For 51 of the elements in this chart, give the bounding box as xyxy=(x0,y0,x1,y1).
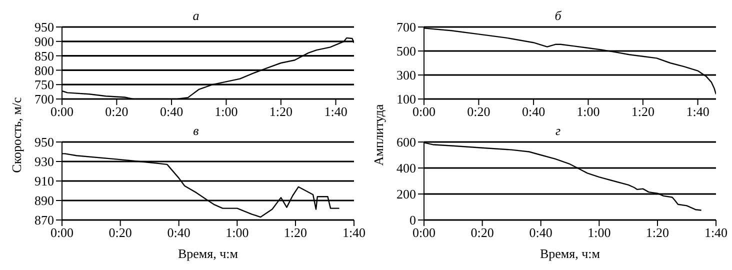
x-tick-label: 1:20 xyxy=(269,104,292,120)
x-tick-label: 1:40 xyxy=(324,104,348,120)
y-tick-label: 300 xyxy=(396,68,416,83)
x-axis-title: Время, ч:м xyxy=(178,246,238,261)
y-tick-label: 950 xyxy=(34,134,54,150)
x-tick-label: 1:20 xyxy=(646,225,670,240)
x-tick-label: 1:00 xyxy=(226,225,249,240)
y-tick-label: 700 xyxy=(396,20,416,35)
x-tick-label: 0:20 xyxy=(470,225,494,240)
y-tick-label: 850 xyxy=(34,48,54,64)
x-tick-label: 0:00 xyxy=(412,104,436,120)
chart-title: а xyxy=(192,8,200,23)
x-tick-label: 0:40 xyxy=(160,104,184,120)
x-tick-label: 0:00 xyxy=(50,104,74,120)
y-tick-label: 910 xyxy=(34,174,54,189)
x-tick-label: 1:20 xyxy=(284,225,308,240)
x-tick-label: 0:20 xyxy=(105,104,128,120)
x-tick-label: 1:20 xyxy=(631,104,654,120)
y-tick-label: 100 xyxy=(396,92,416,107)
y-axis-title: Скорость, м/с xyxy=(9,97,25,173)
y-tick-label: 400 xyxy=(396,160,416,176)
y-tick-label: 200 xyxy=(396,186,416,202)
y-tick-label: 900 xyxy=(34,34,54,50)
y-tick-label: 930 xyxy=(34,154,54,170)
chart-title: г xyxy=(555,123,561,138)
x-tick-label: 0:40 xyxy=(529,225,552,240)
x-tick-label: 0:40 xyxy=(167,225,190,240)
x-tick-label: 1:40 xyxy=(704,225,728,240)
x-tick-label: 1:00 xyxy=(214,104,238,120)
x-tick-label: 1:40 xyxy=(686,104,710,120)
y-tick-label: 890 xyxy=(34,193,54,208)
y-tick-label: 750 xyxy=(34,77,54,92)
y-tick-label: 0 xyxy=(410,212,416,228)
y-axis-title: Амплитуда xyxy=(371,104,387,166)
chart-title: б xyxy=(554,8,562,23)
x-axis-title: Время, ч:м xyxy=(540,246,600,261)
x-tick-label: 0:20 xyxy=(108,225,132,240)
x-tick-label: 1:40 xyxy=(342,225,366,240)
y-tick-label: 700 xyxy=(34,92,54,107)
y-tick-label: 800 xyxy=(34,62,54,78)
y-tick-label: 500 xyxy=(396,44,416,59)
x-tick-label: 0:00 xyxy=(50,225,74,240)
x-tick-label: 0:40 xyxy=(522,104,546,120)
x-tick-label: 1:00 xyxy=(588,225,611,240)
y-tick-label: 950 xyxy=(34,20,54,35)
x-tick-label: 0:20 xyxy=(467,104,490,120)
x-tick-label: 1:00 xyxy=(576,104,600,120)
chart-title: в xyxy=(193,123,199,138)
y-tick-label: 870 xyxy=(34,212,54,228)
y-tick-label: 600 xyxy=(396,134,416,150)
x-tick-label: 0:00 xyxy=(412,225,436,240)
